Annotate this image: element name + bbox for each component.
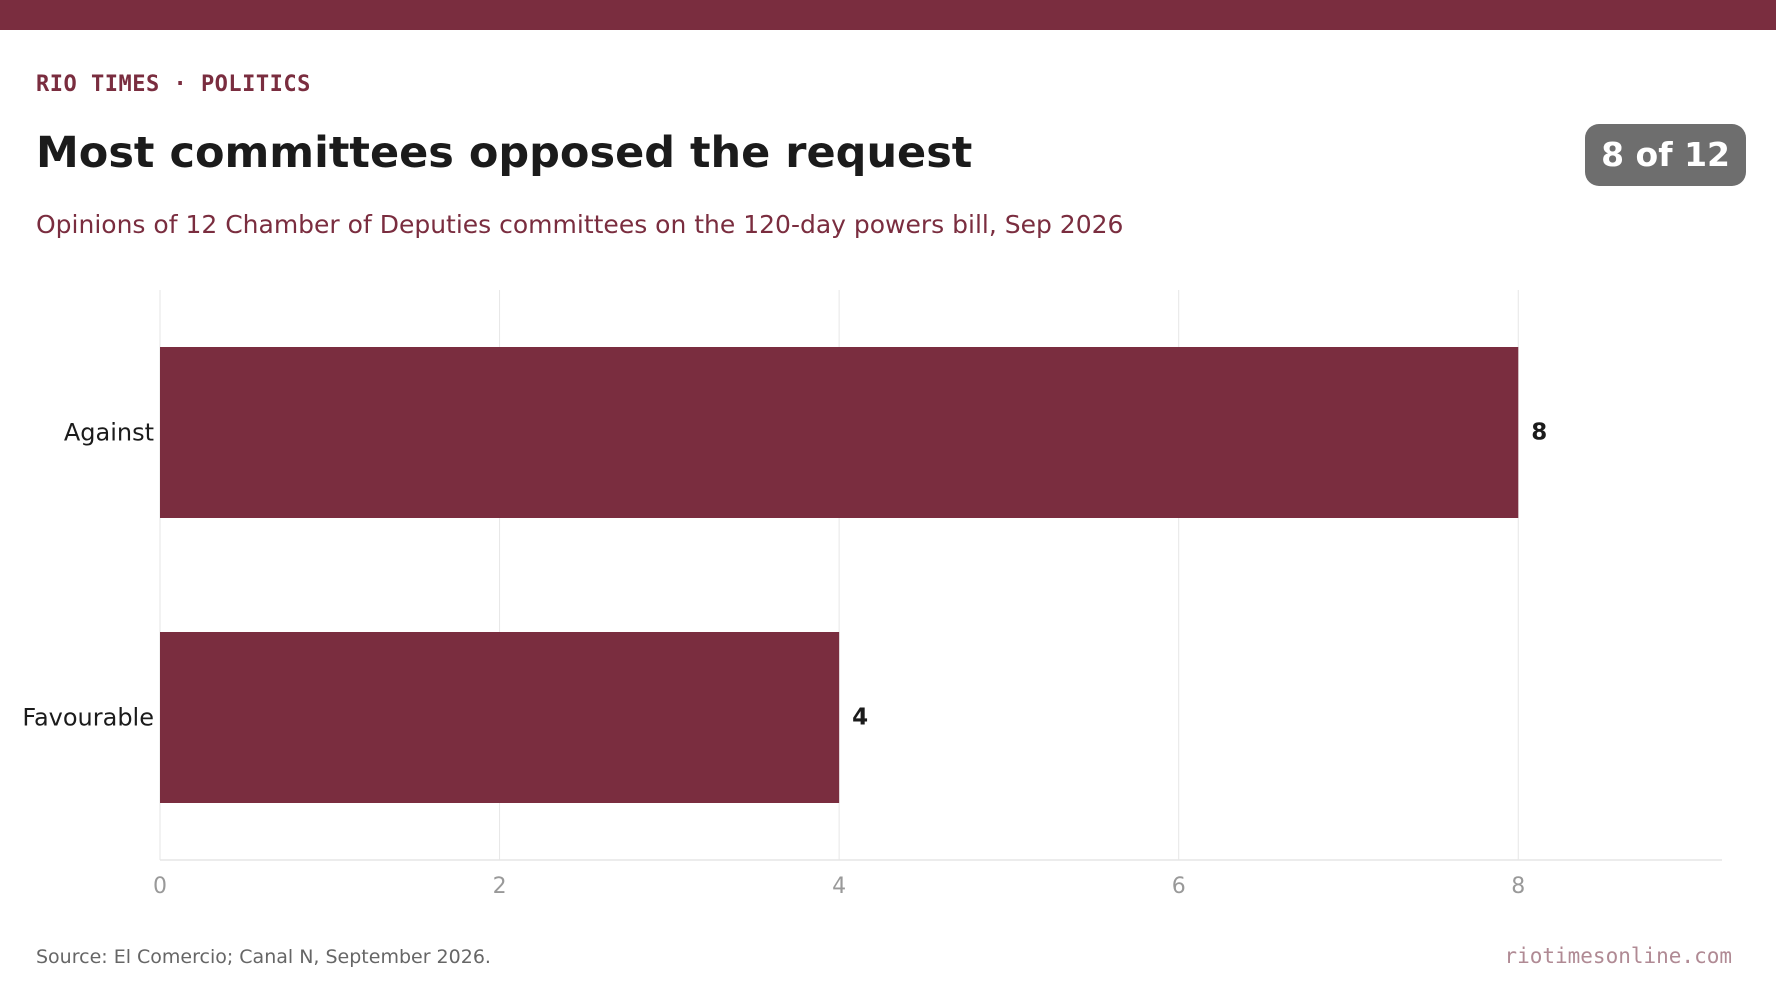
x-tick-label: 4 [832,874,846,899]
chart-title: Most committees opposed the request [36,128,973,178]
section-kicker: RIO TIMES · POLITICS [36,72,311,97]
top-accent-bar [0,0,1776,30]
bar-favourable [160,632,840,803]
labels: Against 8 Favourable 4 [22,419,1547,732]
category-label: Favourable [22,704,154,732]
count-badge: 8 of 12 [1585,124,1746,186]
category-label: Against [64,419,154,447]
x-axis: 0 2 4 6 8 [153,859,1722,899]
chart-subtitle: Opinions of 12 Chamber of Deputies commi… [36,210,1124,239]
site-link[interactable]: riotimesonline.com [1504,944,1732,968]
bar-against [160,347,1519,518]
x-tick-label: 6 [1172,874,1186,899]
bars [160,347,1519,803]
bar-chart: 0 2 4 6 8 Against 8 Favourable 4 [22,290,1722,899]
value-label: 4 [852,705,868,731]
source-note: Source: El Comercio; Canal N, September … [36,946,491,968]
value-label: 8 [1531,420,1547,446]
x-tick-label: 8 [1511,874,1525,899]
x-tick-label: 0 [153,874,167,899]
x-tick-label: 2 [493,874,507,899]
